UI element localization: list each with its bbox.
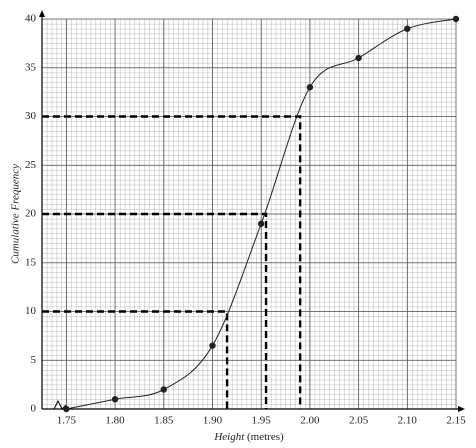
y-tick-label: 40 (25, 13, 37, 25)
y-axis-arrow (39, 10, 45, 17)
x-axis-arrow (458, 406, 465, 412)
data-point (111, 396, 119, 403)
data-point (452, 15, 460, 23)
y-tick-label: 0 (31, 403, 37, 415)
y-tick-label: 25 (25, 159, 37, 171)
x-axis-label-unit: (metres) (247, 431, 284, 443)
data-point (404, 25, 411, 32)
y-tick-label: 10 (25, 305, 37, 317)
y-tick-label: 35 (25, 61, 37, 73)
y-tick-label: 5 (31, 354, 37, 366)
y-tick-label: 30 (25, 110, 37, 122)
x-tick-label: 1.75 (57, 415, 77, 427)
reading-line (42, 115, 302, 409)
data-point (209, 342, 216, 349)
reading-line (42, 212, 268, 409)
x-tick-label: 2.15 (446, 415, 466, 427)
x-axis-label: Height (metres) (213, 431, 284, 443)
x-axis-label-name: Height (213, 431, 245, 443)
x-tick-label: 2.05 (349, 415, 369, 427)
x-tick-label: 1.95 (252, 415, 272, 427)
x-tick-label: 1.80 (105, 415, 125, 427)
x-tick-label: 2.10 (398, 415, 418, 427)
data-point (257, 220, 265, 227)
data-point (160, 386, 167, 393)
y-tick-label: 20 (25, 208, 37, 220)
y-axis-label: Cumulative Frequency (10, 164, 22, 264)
x-tick-label: 1.90 (203, 415, 223, 427)
reading-line (42, 310, 229, 409)
data-point (355, 54, 362, 62)
y-tick-label: 15 (25, 256, 37, 268)
x-tick-label: 2.00 (300, 415, 320, 427)
data-point (306, 84, 314, 91)
x-tick-label: 1.85 (154, 415, 174, 427)
data-point (63, 405, 70, 413)
